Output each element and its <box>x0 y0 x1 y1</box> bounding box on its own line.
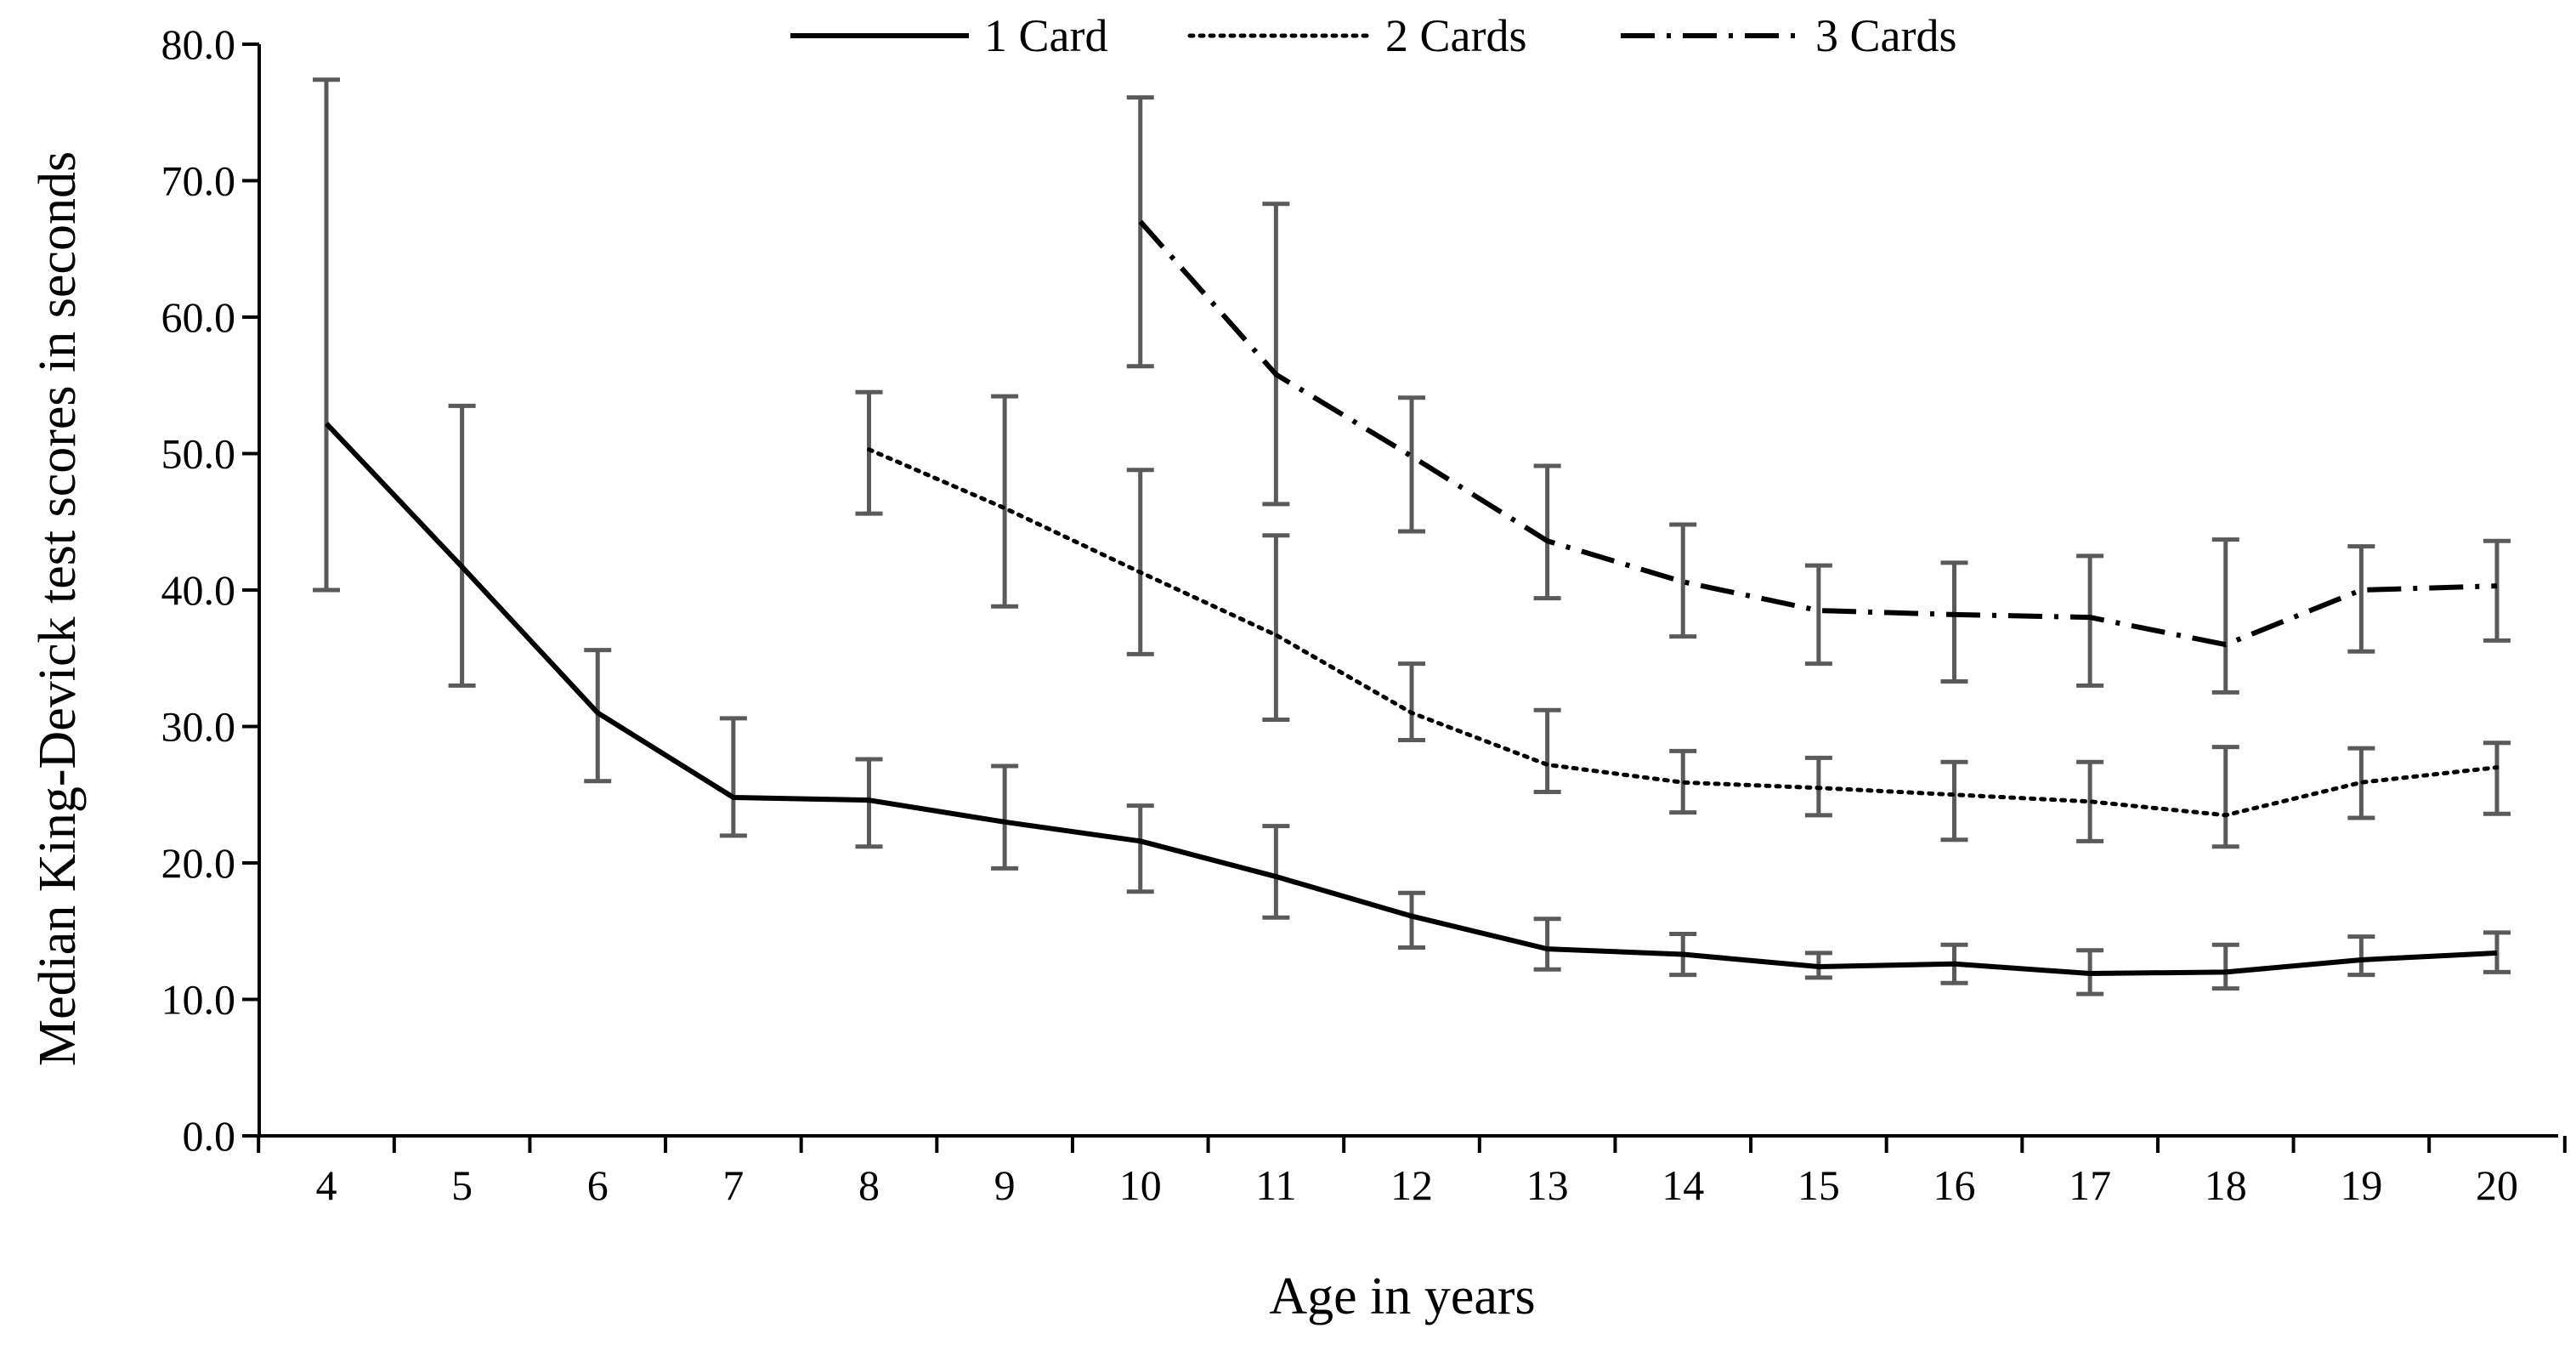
error-bar <box>2211 537 2239 695</box>
y-tick-label: 30.0 <box>161 703 236 751</box>
error-bar <box>2483 930 2511 974</box>
x-tick-label: 6 <box>587 1161 609 1209</box>
x-tick-label: 14 <box>1662 1161 1704 1209</box>
x-tick-label: 7 <box>722 1161 744 1209</box>
error-bar <box>2483 741 2511 816</box>
y-tick-label: 0.0 <box>183 1112 236 1160</box>
y-tick-label: 40.0 <box>161 566 236 614</box>
y-tick-label: 60.0 <box>161 293 236 341</box>
legend-item: 1 Card <box>790 10 1107 61</box>
error-bar <box>1262 533 1290 722</box>
x-tick-label: 20 <box>2476 1161 2518 1209</box>
x-tick-label: 9 <box>994 1161 1016 1209</box>
error-bar <box>448 403 476 688</box>
series-2 <box>855 389 2511 849</box>
error-bar <box>2347 544 2375 654</box>
error-bar <box>1533 463 1561 601</box>
error-bar <box>1262 201 1290 507</box>
legend-item: 2 Cards <box>1187 10 1526 61</box>
error-bar <box>1940 759 1968 843</box>
series-3 <box>1126 95 2511 695</box>
error-bar <box>2076 553 2104 688</box>
y-tick-label: 70.0 <box>161 157 236 205</box>
error-bar <box>1398 395 1425 534</box>
error-bar <box>1940 560 1968 684</box>
legend-label: 3 Cards <box>1815 10 1956 61</box>
x-tick-label: 4 <box>316 1161 337 1209</box>
error-bar <box>2211 942 2239 991</box>
y-tick-label: 10.0 <box>161 976 236 1024</box>
error-bar <box>991 394 1019 609</box>
x-tick-label: 8 <box>858 1161 880 1209</box>
x-tick-label: 18 <box>2205 1161 2247 1209</box>
error-bar <box>1398 890 1425 951</box>
x-tick-label: 16 <box>1933 1161 1976 1209</box>
error-bar <box>1804 563 1832 667</box>
error-bar <box>1126 95 1154 369</box>
error-bar <box>855 389 883 516</box>
legend-item: 3 Cards <box>1621 10 1956 61</box>
x-tick-label: 13 <box>1526 1161 1569 1209</box>
error-bar <box>1126 468 1154 656</box>
error-bar <box>1398 661 1425 743</box>
error-bar <box>719 716 747 838</box>
error-bar <box>1262 824 1290 920</box>
y-axis-title: Median King-Devick test scores in second… <box>29 151 87 1066</box>
legend: 1 Card 2 Cards 3 Cards <box>790 10 1956 61</box>
error-bar <box>2347 934 2375 978</box>
x-axis-title: Age in years <box>1269 1268 1535 1325</box>
plot-area <box>313 77 2511 996</box>
y-tick-label: 20.0 <box>161 839 236 887</box>
error-bar <box>2483 538 2511 643</box>
x-tick-label: 11 <box>1255 1161 1296 1209</box>
x-tick-label: 12 <box>1390 1161 1433 1209</box>
legend-label: 1 Card <box>984 10 1107 61</box>
error-bar <box>1126 803 1154 894</box>
y-tick-label: 80.0 <box>161 20 236 68</box>
error-bar <box>991 763 1019 871</box>
x-tick-label: 5 <box>451 1161 473 1209</box>
x-tick-label: 17 <box>2069 1161 2111 1209</box>
error-bar <box>855 757 883 849</box>
error-bar <box>1669 522 1697 639</box>
error-bar <box>1533 917 1561 972</box>
error-bar <box>1533 707 1561 795</box>
axes: 0.0 10.0 20.0 30.0 40.0 50.0 60.0 70.0 80.0 4 5 6 7 8… <box>161 20 2567 1209</box>
x-tick-label: 19 <box>2340 1161 2382 1209</box>
series-line-2-cards <box>867 447 2500 818</box>
series-line-3-cards <box>1138 219 2498 648</box>
series-1 <box>313 77 2511 996</box>
error-bar <box>2211 745 2239 849</box>
series-line-1-card <box>324 422 2498 977</box>
x-tick-label: 10 <box>1119 1161 1162 1209</box>
x-tick-label: 15 <box>1798 1161 1840 1209</box>
error-bar <box>313 77 340 593</box>
y-tick-label: 50.0 <box>161 430 236 478</box>
legend-label: 2 Cards <box>1385 10 1526 61</box>
